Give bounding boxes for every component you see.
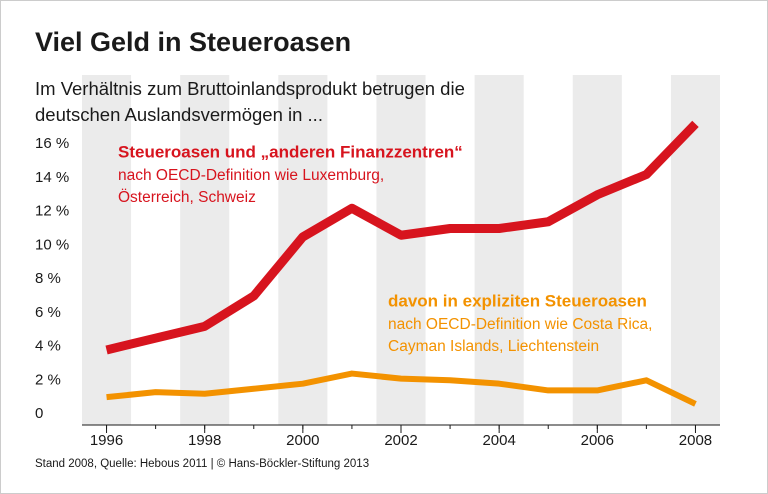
- x-tick-label: 2006: [581, 432, 614, 449]
- chart-title: Viel Geld in Steueroasen: [35, 27, 351, 57]
- subtitle: Im Verhältnis zum Bruttoinlandsprodukt b…: [35, 78, 465, 99]
- y-tick-label: 6 %: [35, 304, 61, 321]
- y-tick-label: 4 %: [35, 338, 61, 355]
- y-tick-label: 16 %: [35, 135, 69, 152]
- series-description: Cayman Islands, Liechtenstein: [388, 338, 599, 355]
- x-tick-label: 1996: [90, 432, 123, 449]
- x-tick-label: 2002: [384, 432, 417, 449]
- series-description: nach OECD-Definition wie Luxemburg,: [118, 167, 384, 184]
- year-band: [278, 75, 328, 425]
- year-band: [572, 75, 622, 425]
- series-description: Österreich, Schweiz: [118, 188, 256, 206]
- y-tick-label: 0: [35, 405, 43, 422]
- y-tick-label: 8 %: [35, 270, 61, 287]
- year-band: [376, 75, 426, 425]
- series-label: davon in expliziten Steueroasen: [388, 291, 647, 310]
- series-line: [105, 120, 699, 355]
- x-tick-label: 2004: [482, 432, 515, 449]
- series-line: [106, 370, 697, 407]
- series-description: nach OECD-Definition wie Costa Rica,: [388, 316, 652, 333]
- source: Stand 2008, Quelle: Hebous 2011 | © Hans…: [35, 458, 369, 470]
- x-tick-label: 2008: [679, 432, 712, 449]
- x-tick-label: 1998: [188, 432, 221, 449]
- year-band: [670, 75, 720, 425]
- year-band: [82, 75, 132, 425]
- year-band: [180, 75, 230, 425]
- year-band: [474, 75, 524, 425]
- y-tick-label: 2 %: [35, 371, 61, 388]
- subtitle: deutschen Auslandsvermögen in ...: [35, 104, 323, 125]
- series-label: Steueroasen und „anderen Finanzzentren“: [118, 142, 463, 161]
- x-tick-label: 2000: [286, 432, 319, 449]
- y-tick-label: 10 %: [35, 236, 69, 253]
- y-tick-label: 14 %: [35, 169, 69, 186]
- y-tick-label: 12 %: [35, 203, 69, 220]
